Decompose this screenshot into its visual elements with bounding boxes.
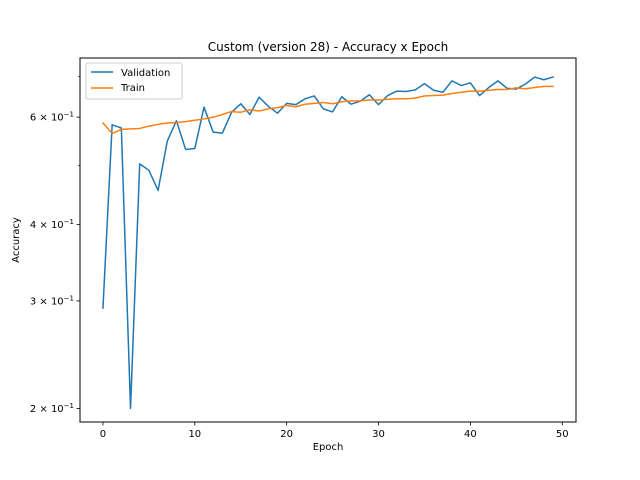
- plot-frame: [79, 57, 577, 423]
- y-tick-label: 4 × 10−1: [30, 218, 74, 231]
- x-tick-label: 0: [100, 429, 106, 440]
- y-tick-label: 6 × 10−1: [30, 111, 74, 124]
- x-tick-label: 50: [556, 429, 569, 440]
- series-line-train: [101, 85, 554, 135]
- x-tick-label: 40: [464, 429, 477, 440]
- x-tick-label: 10: [188, 429, 201, 440]
- legend: Validation Train: [85, 62, 183, 100]
- series-line-validation: [102, 76, 554, 410]
- legend-label-train: Train: [120, 83, 145, 94]
- x-tick-label: 20: [280, 429, 293, 440]
- x-tick-label: 30: [372, 429, 385, 440]
- x-axis-label: Epoch: [313, 442, 344, 453]
- y-tick-label: 3 × 10−1: [30, 294, 74, 307]
- y-tick-label: 2 × 10−1: [30, 402, 74, 415]
- chart-title: Custom (version 28) - Accuracy x Epoch: [208, 40, 448, 54]
- y-axis-label: Accuracy: [11, 217, 22, 263]
- legend-label-validation: Validation: [121, 68, 170, 79]
